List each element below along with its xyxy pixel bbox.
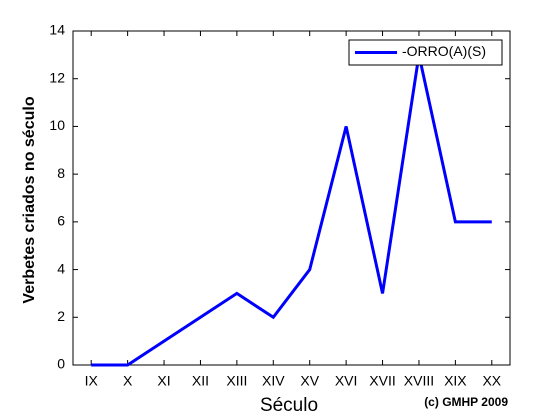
x-tick-label: XX [482, 373, 501, 389]
y-tick-label: 8 [57, 165, 65, 181]
y-tick-label: 0 [57, 356, 65, 372]
plot-frame [72, 30, 511, 366]
data-line [91, 54, 492, 367]
x-tick-label: X [123, 373, 133, 389]
x-tick-label: XVII [369, 373, 395, 389]
legend-label: -ORRO(A)(S) [402, 43, 486, 59]
y-axis-label: Verbetes criados no século [21, 96, 38, 303]
annotation: (c) GMHP 2009 [424, 395, 508, 409]
x-tick-label: XIX [444, 373, 467, 389]
x-tick-label: XIV [262, 373, 285, 389]
y-tick-label: 4 [57, 260, 65, 276]
x-tick-label: XIII [226, 373, 247, 389]
y-tick-label: 6 [57, 213, 65, 229]
x-tick-label: XVI [335, 373, 358, 389]
y-tick-label: 12 [49, 69, 65, 85]
y-tick-label: 2 [57, 308, 65, 324]
x-tick-label: XI [157, 373, 170, 389]
y-tick-label: 14 [49, 22, 65, 38]
y-tick-label: 10 [49, 117, 65, 133]
x-tick-label: XVIII [404, 373, 434, 389]
x-tick-label: XV [300, 373, 319, 389]
x-tick-label: XII [192, 373, 209, 389]
x-axis-label: Século [260, 395, 318, 416]
x-tick-label: IX [85, 373, 99, 389]
